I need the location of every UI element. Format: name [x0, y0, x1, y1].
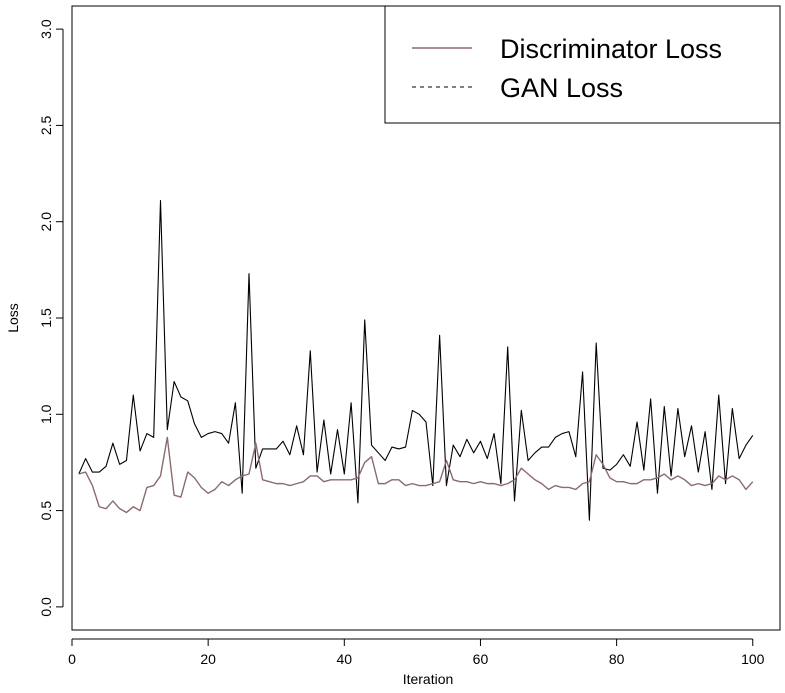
x-tick-label: 0 — [68, 651, 76, 667]
y-axis-label: Loss — [5, 303, 21, 333]
legend-label-gan-loss: GAN Loss — [500, 73, 623, 103]
x-tick-label: 80 — [609, 651, 625, 667]
series-discriminator-loss — [78, 436, 754, 514]
legend: Discriminator Loss GAN Loss — [384, 5, 781, 124]
y-tick-label: 1.5 — [38, 308, 54, 328]
legend-box — [384, 5, 781, 124]
y-tick-label: 1.0 — [38, 404, 54, 424]
series-gan-loss — [78, 199, 754, 521]
legend-label-discriminator-loss: Discriminator Loss — [500, 34, 722, 64]
y-tick-label: 3.0 — [38, 19, 54, 39]
y-tick-label: 2.0 — [38, 212, 54, 232]
x-axis-label: Iteration — [403, 671, 454, 687]
y-tick-label: 0.0 — [38, 597, 54, 617]
y-axis: 0.0 0.5 1.0 1.5 2.0 2.5 3.0 — [38, 19, 64, 617]
x-tick-label: 100 — [741, 651, 765, 667]
x-axis: 0 20 40 60 80 100 — [68, 638, 765, 667]
y-tick-label: 0.5 — [38, 501, 54, 521]
x-tick-label: 60 — [473, 651, 489, 667]
x-tick-label: 20 — [200, 651, 216, 667]
series-layer — [78, 199, 754, 521]
y-tick-label: 2.5 — [38, 115, 54, 135]
x-tick-label: 40 — [337, 651, 353, 667]
